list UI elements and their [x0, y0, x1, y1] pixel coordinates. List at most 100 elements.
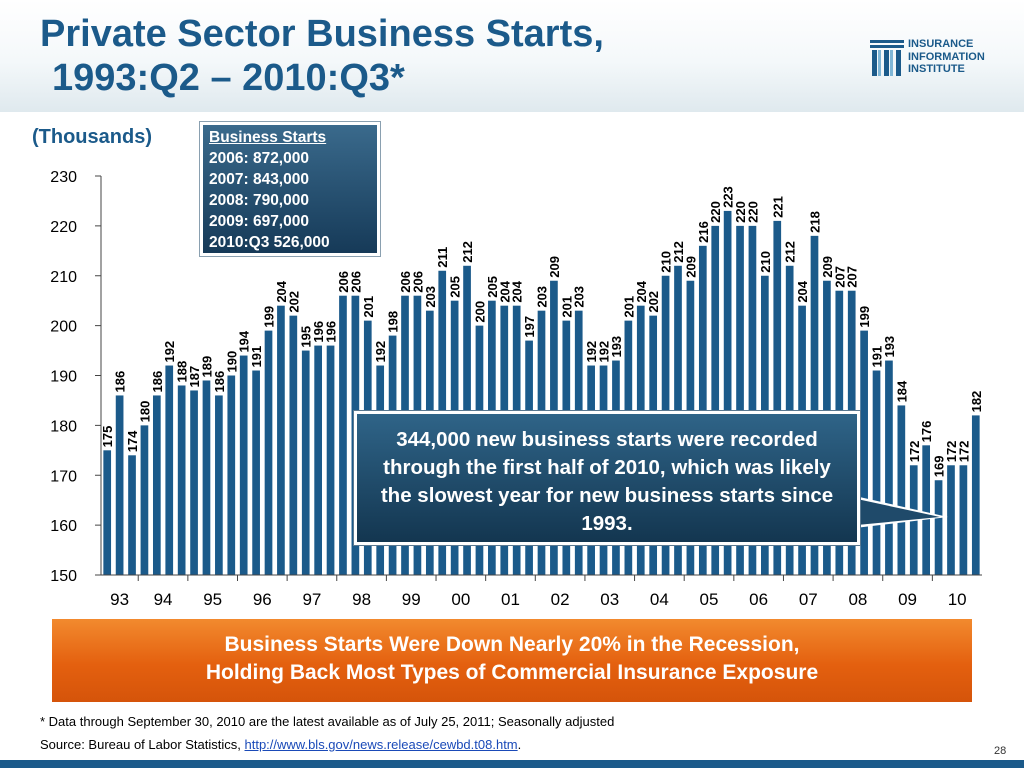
bar-value-label: 204 — [634, 280, 649, 302]
bar-value-label: 206 — [398, 271, 413, 293]
bar-value-label: 212 — [783, 241, 798, 263]
bar-value-label: 186 — [150, 371, 165, 393]
bar — [947, 465, 955, 575]
bar-value-label: 204 — [795, 280, 810, 302]
bar-value-label: 194 — [237, 330, 252, 352]
bar — [152, 395, 161, 575]
bar-value-label: 206 — [410, 271, 425, 293]
bar-value-label: 212 — [460, 241, 475, 263]
y-tick-label: 220 — [50, 219, 77, 236]
bar-value-label: 205 — [485, 276, 500, 298]
x-tick-label: 10 — [948, 590, 967, 609]
bar-value-label: 209 — [683, 256, 698, 278]
bar-value-label: 207 — [832, 266, 847, 288]
bar-value-label: 204 — [497, 280, 512, 302]
bar — [723, 210, 732, 575]
bar-value-label: 203 — [572, 286, 587, 308]
bar — [810, 235, 819, 575]
bar — [885, 360, 893, 575]
bar-value-label: 190 — [224, 351, 239, 373]
source-suffix: . — [517, 737, 522, 752]
bar-value-label: 184 — [894, 380, 909, 402]
bar-value-label: 199 — [857, 306, 872, 328]
bar — [277, 305, 285, 575]
x-tick-label: 03 — [600, 590, 619, 609]
x-tick-label: 00 — [451, 590, 470, 609]
source-link[interactable]: http://www.bls.gov/news.release/cewbd.t0… — [244, 737, 518, 752]
bar — [115, 395, 124, 575]
bar — [289, 315, 298, 575]
bar-value-label: 206 — [336, 271, 351, 293]
bar-value-label: 189 — [199, 356, 214, 378]
bar — [239, 355, 248, 575]
bar-value-label: 172 — [907, 441, 922, 463]
bar — [252, 370, 260, 575]
x-tick-label: 04 — [650, 590, 669, 609]
x-tick-label: 98 — [352, 590, 371, 609]
bar-value-label: 201 — [621, 296, 636, 318]
y-tick-label: 210 — [50, 269, 77, 286]
bar-value-label: 169 — [932, 456, 947, 478]
x-tick-label: 01 — [501, 590, 520, 609]
title-line-1: Private Sector Business Starts, — [40, 13, 604, 55]
summary-line-2009: 2009: 697,000 — [209, 213, 309, 230]
bar — [215, 395, 223, 575]
x-tick-label: 02 — [551, 590, 570, 609]
header-band — [0, 0, 1024, 112]
bar-value-label: 199 — [262, 306, 277, 328]
x-tick-label: 95 — [203, 590, 222, 609]
bar — [190, 390, 198, 575]
bar-value-label: 192 — [584, 341, 599, 363]
bar — [959, 465, 968, 575]
callout-pointer — [857, 499, 940, 525]
bar — [934, 480, 943, 575]
bar-value-label: 210 — [758, 251, 773, 273]
bar-value-label: 182 — [969, 391, 984, 413]
bar-value-label: 197 — [522, 316, 537, 338]
bar — [202, 380, 211, 575]
bar-value-label: 192 — [597, 341, 612, 363]
bar-value-label: 193 — [609, 336, 624, 358]
x-tick-label: 97 — [302, 590, 321, 609]
x-tick-label: 07 — [799, 590, 818, 609]
bar-value-label: 200 — [472, 301, 487, 323]
y-tick-label: 180 — [50, 418, 77, 435]
bar-value-label: 223 — [721, 186, 736, 208]
bar — [103, 450, 112, 575]
summary-line-2010: 2010:Q3 526,000 — [209, 234, 330, 251]
bar — [264, 330, 273, 575]
bar — [301, 350, 310, 575]
bar — [922, 445, 931, 575]
bar-value-label: 201 — [559, 296, 574, 318]
bar-value-label: 211 — [435, 247, 450, 268]
bar — [128, 455, 136, 575]
bar-value-label: 195 — [299, 326, 314, 348]
source-prefix: Source: Bureau of Labor Statistics, — [40, 737, 245, 752]
x-tick-label: 08 — [848, 590, 867, 609]
bar-value-label: 212 — [671, 241, 686, 263]
bar — [177, 385, 186, 575]
y-tick-label: 200 — [50, 319, 77, 336]
bar-value-label: 220 — [745, 201, 760, 223]
bar-value-label: 218 — [807, 211, 822, 233]
iii-logo: INSURANCE INFORMATION INSTITUTE — [868, 38, 1018, 82]
bar-value-label: 205 — [448, 276, 463, 298]
bar-value-label: 175 — [100, 426, 115, 448]
y-tick-label: 170 — [50, 468, 77, 485]
bar-value-label: 196 — [311, 321, 326, 343]
bar — [711, 225, 720, 575]
y-tick-label: 160 — [50, 518, 77, 535]
bar-value-label: 187 — [187, 366, 202, 388]
logo-line-2: INFORMATION — [908, 50, 985, 63]
bar-value-label: 172 — [944, 441, 959, 463]
bar-value-label: 191 — [870, 346, 885, 368]
bar-value-label: 186 — [212, 371, 227, 393]
bar-value-label: 209 — [547, 256, 562, 278]
bar-value-label: 221 — [770, 196, 785, 218]
bar-value-label: 186 — [113, 371, 128, 393]
footnote: * Data through September 30, 2010 are th… — [40, 714, 615, 729]
bar-value-label: 204 — [274, 280, 289, 302]
bar — [860, 330, 868, 575]
banner-line-1: Business Starts Were Down Nearly 20% in … — [224, 633, 800, 656]
annotation-callout: 344,000 new business starts were recorde… — [354, 411, 860, 545]
